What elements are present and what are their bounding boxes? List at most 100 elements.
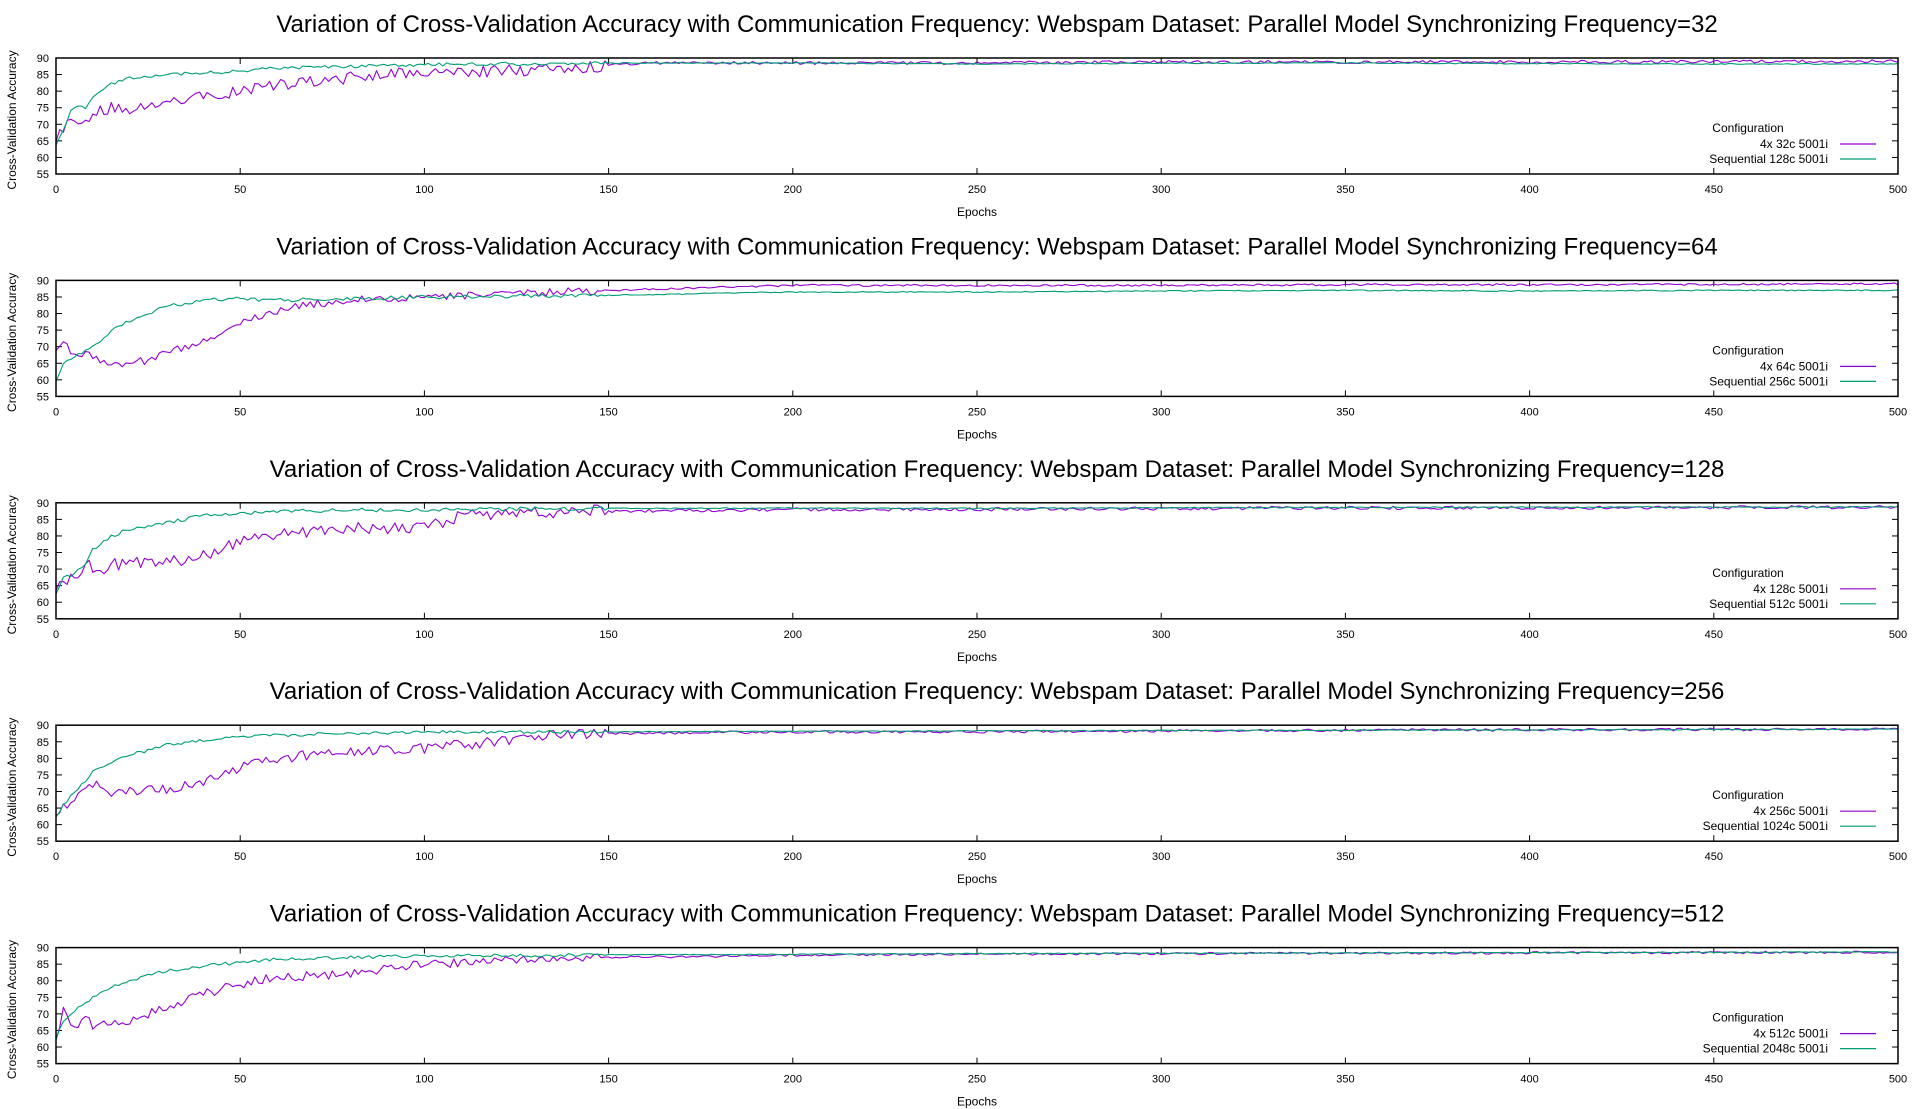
x-tick-label: 250 xyxy=(968,629,986,641)
series-line-parallel xyxy=(55,950,1899,1040)
x-tick-label: 100 xyxy=(415,406,433,418)
y-tick-label: 70 xyxy=(37,786,49,798)
x-tick-label: 500 xyxy=(1889,851,1907,863)
x-tick-label: 350 xyxy=(1336,851,1354,863)
series-line-sequential xyxy=(55,951,1898,1041)
x-tick-label: 100 xyxy=(415,851,433,863)
x-axis-label: Epochs xyxy=(957,1095,997,1109)
x-tick-label: 450 xyxy=(1705,851,1723,863)
x-tick-label: 0 xyxy=(53,851,59,863)
x-tick-label: 0 xyxy=(53,629,59,641)
y-tick-label: 80 xyxy=(37,86,49,98)
x-tick-label: 450 xyxy=(1705,184,1723,196)
y-tick-label: 85 xyxy=(37,70,49,82)
y-tick-label: 55 xyxy=(37,169,49,181)
chart-panel-5: Variation of Cross-Validation Accuracy w… xyxy=(5,901,1907,1109)
x-tick-label: 350 xyxy=(1336,629,1354,641)
chart-title: Variation of Cross-Validation Accuracy w… xyxy=(270,678,1725,705)
series-line-parallel xyxy=(55,59,1899,142)
chart-title: Variation of Cross-Validation Accuracy w… xyxy=(276,11,1717,38)
y-tick-label: 60 xyxy=(37,597,49,609)
chart-title: Variation of Cross-Validation Accuracy w… xyxy=(270,456,1725,483)
chart-title: Variation of Cross-Validation Accuracy w… xyxy=(276,233,1717,260)
x-tick-label: 450 xyxy=(1705,1074,1723,1086)
x-tick-label: 50 xyxy=(234,184,246,196)
x-axis-label: Epochs xyxy=(957,205,997,219)
x-tick-label: 150 xyxy=(599,629,617,641)
x-tick-label: 250 xyxy=(968,184,986,196)
series-line-sequential xyxy=(55,728,1899,818)
y-tick-label: 75 xyxy=(37,992,49,1004)
legend-label: 4x 512c 5001i xyxy=(1753,1027,1828,1041)
chart-title: Variation of Cross-Validation Accuracy w… xyxy=(270,901,1725,928)
chart-panel-3: Variation of Cross-Validation Accuracy w… xyxy=(5,456,1907,664)
x-tick-label: 450 xyxy=(1705,629,1723,641)
x-tick-label: 150 xyxy=(599,851,617,863)
y-tick-label: 70 xyxy=(37,342,49,354)
x-tick-label: 450 xyxy=(1705,406,1723,418)
x-tick-label: 300 xyxy=(1152,851,1170,863)
y-tick-label: 60 xyxy=(37,820,49,832)
legend-label: Sequential 2048c 5001i xyxy=(1703,1042,1828,1056)
legend-label: 4x 64c 5001i xyxy=(1760,359,1828,373)
x-axis-label: Epochs xyxy=(957,872,997,886)
chart-panel-1: Variation of Cross-Validation Accuracy w… xyxy=(5,11,1907,219)
x-tick-label: 350 xyxy=(1336,406,1354,418)
legend-title: Configuration xyxy=(1712,566,1783,580)
y-axis-label: Cross-Validation Accuracy xyxy=(5,495,19,634)
y-tick-label: 85 xyxy=(37,514,49,526)
x-tick-label: 100 xyxy=(415,184,433,196)
y-tick-label: 80 xyxy=(37,531,49,543)
y-tick-label: 70 xyxy=(37,564,49,576)
y-axis-label: Cross-Validation Accuracy xyxy=(5,273,19,412)
legend-label: Sequential 512c 5001i xyxy=(1709,597,1828,611)
x-tick-label: 300 xyxy=(1152,629,1170,641)
y-tick-label: 75 xyxy=(37,325,49,337)
series-line-sequential xyxy=(55,61,1899,146)
y-axis-label: Cross-Validation Accuracy xyxy=(5,50,19,189)
legend-title: Configuration xyxy=(1712,788,1783,802)
y-tick-label: 65 xyxy=(37,358,49,370)
legend-title: Configuration xyxy=(1712,121,1783,135)
series-line-parallel xyxy=(55,504,1899,591)
y-tick-label: 80 xyxy=(37,309,49,321)
y-tick-label: 65 xyxy=(37,581,49,593)
series-line-parallel xyxy=(55,282,1899,368)
legend-label: Sequential 256c 5001i xyxy=(1709,374,1828,388)
x-tick-label: 200 xyxy=(784,1074,802,1086)
chart-panel-4: Variation of Cross-Validation Accuracy w… xyxy=(5,678,1907,886)
x-tick-label: 400 xyxy=(1520,406,1538,418)
x-tick-label: 300 xyxy=(1152,406,1170,418)
y-tick-label: 90 xyxy=(37,720,49,732)
x-tick-label: 500 xyxy=(1889,406,1907,418)
legend-title: Configuration xyxy=(1712,1011,1783,1025)
y-tick-label: 65 xyxy=(37,803,49,815)
chart-panel-2: Variation of Cross-Validation Accuracy w… xyxy=(5,233,1907,441)
x-tick-label: 0 xyxy=(53,184,59,196)
series-line-sequential xyxy=(55,505,1899,595)
x-tick-label: 150 xyxy=(599,1074,617,1086)
y-tick-label: 70 xyxy=(37,119,49,131)
x-axis-label: Epochs xyxy=(957,650,997,664)
x-tick-label: 400 xyxy=(1520,1074,1538,1086)
x-tick-label: 400 xyxy=(1520,629,1538,641)
y-axis-label: Cross-Validation Accuracy xyxy=(5,940,19,1079)
x-tick-label: 350 xyxy=(1336,184,1354,196)
x-tick-label: 150 xyxy=(599,184,617,196)
x-tick-label: 250 xyxy=(968,406,986,418)
y-tick-label: 60 xyxy=(37,375,49,387)
plot-frame xyxy=(55,57,1899,175)
y-tick-label: 90 xyxy=(37,275,49,287)
x-tick-label: 250 xyxy=(968,851,986,863)
x-tick-label: 400 xyxy=(1520,184,1538,196)
y-tick-label: 85 xyxy=(37,959,49,971)
x-tick-label: 50 xyxy=(234,851,246,863)
legend-label: Sequential 128c 5001i xyxy=(1709,152,1828,166)
series-line-parallel xyxy=(55,727,1899,816)
x-tick-label: 300 xyxy=(1152,184,1170,196)
y-tick-label: 55 xyxy=(37,836,49,848)
y-tick-label: 85 xyxy=(37,737,49,749)
legend-label: 4x 256c 5001i xyxy=(1753,804,1828,818)
y-tick-label: 65 xyxy=(37,1025,49,1037)
